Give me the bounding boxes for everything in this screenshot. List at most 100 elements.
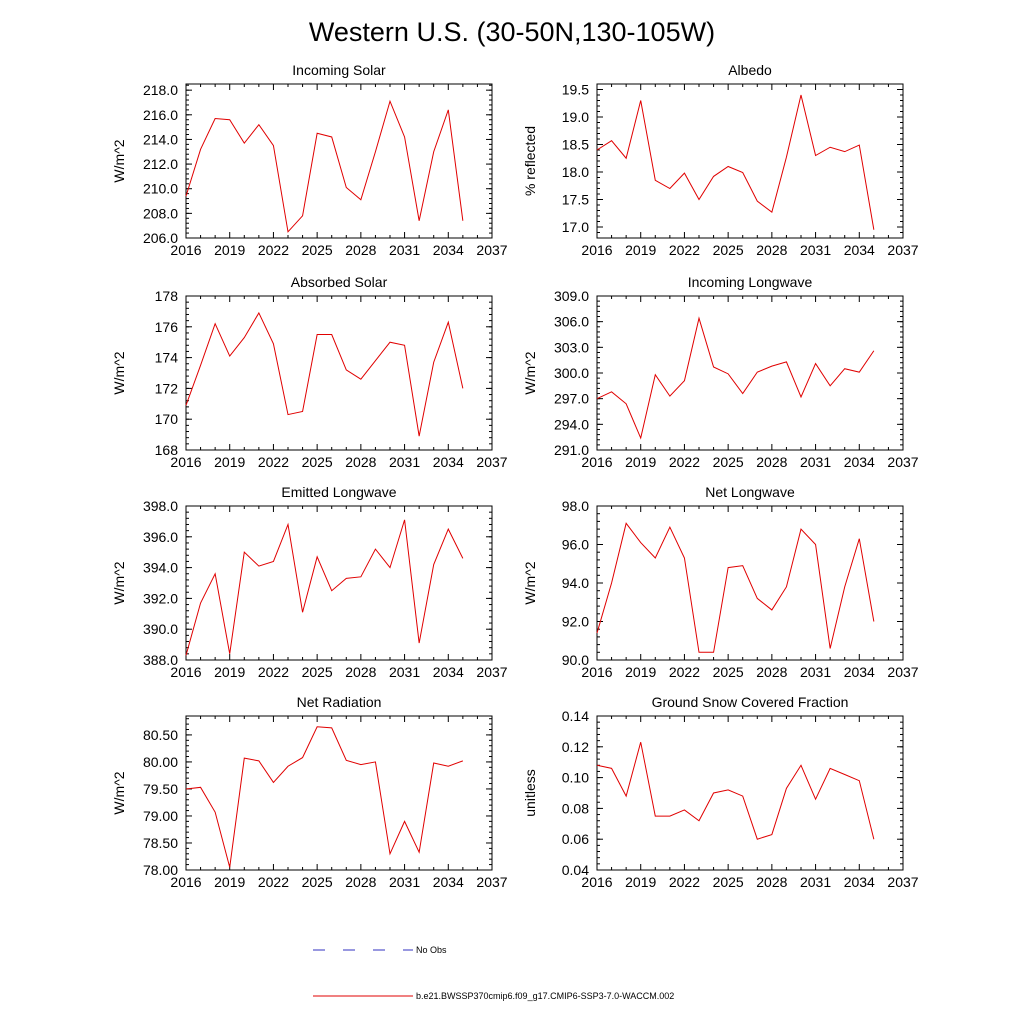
- ground-snow-covered-fraction-x-tick-label: 2019: [625, 874, 656, 890]
- net-radiation-y-axis-label: W/m^2: [111, 771, 127, 814]
- net-radiation-y-tick-label: 80.00: [143, 754, 178, 770]
- panel-ground-snow-covered-fraction: 2016 2019 2022 2025 2028 2031 2034 2037 0.04 0.06…: [522, 694, 919, 890]
- incoming-longwave-x-tick-label: 2034: [844, 454, 875, 470]
- ground-snow-covered-fraction-x-tick-label: 2034: [844, 874, 875, 890]
- emitted-longwave-x-tick-label: 2025: [302, 664, 333, 680]
- albedo-y-tick-label: 17.5: [562, 192, 589, 208]
- incoming-longwave-y-tick-label: 291.0: [554, 442, 589, 458]
- emitted-longwave-plot-frame: [185, 505, 493, 661]
- net-longwave-y-tick-label: 98.0: [562, 498, 589, 514]
- incoming-solar-x-tick-label: 2025: [302, 242, 333, 258]
- incoming-solar-x-tick-label: 2019: [214, 242, 245, 258]
- figure-title: Western U.S. (30-50N,130-105W): [309, 17, 715, 47]
- incoming-solar-y-tick-label: 218.0: [143, 82, 178, 98]
- incoming-longwave-y-tick-label: 303.0: [554, 339, 589, 355]
- incoming-longwave-title: Incoming Longwave: [688, 274, 813, 290]
- panel-grid: 2016 2019 2022 2025 2028 2031 2034 2037 206.0 208…: [111, 62, 919, 890]
- incoming-longwave-x-tick-label: 2019: [625, 454, 656, 470]
- incoming-longwave-x-tick-label: 2037: [887, 454, 918, 470]
- emitted-longwave-y-tick-label: 396.0: [143, 529, 178, 545]
- net-radiation-x-tick-label: 2031: [389, 874, 420, 890]
- absorbed-solar-plot-frame: [185, 295, 493, 451]
- albedo-y-tick-label: 19.5: [562, 82, 589, 98]
- emitted-longwave-series-line: [185, 519, 464, 656]
- absorbed-solar-x-tick-label: 2037: [476, 454, 507, 470]
- net-longwave-x-tick-label: 2031: [800, 664, 831, 680]
- ground-snow-covered-fraction-y-tick-label: 0.12: [562, 739, 589, 755]
- emitted-longwave-y-tick-label: 390.0: [143, 621, 178, 637]
- incoming-longwave-y-tick-label: 294.0: [554, 416, 589, 432]
- absorbed-solar-x-tick-label: 2025: [302, 454, 333, 470]
- incoming-longwave-x-tick-label: 2016: [581, 454, 612, 470]
- incoming-longwave-x-tick-label: 2025: [713, 454, 744, 470]
- albedo-x-tick-label: 2022: [669, 242, 700, 258]
- albedo-y-axis-label: % reflected: [522, 126, 538, 196]
- ground-snow-covered-fraction-plot-frame: [596, 715, 904, 871]
- net-longwave-series-line: [596, 522, 875, 653]
- ground-snow-covered-fraction-series-line: [596, 742, 875, 840]
- absorbed-solar-y-tick-label: 176: [155, 319, 179, 335]
- net-longwave-y-tick-label: 92.0: [562, 614, 589, 630]
- net-radiation-title: Net Radiation: [297, 694, 382, 710]
- absorbed-solar-y-tick-label: 178: [155, 288, 179, 304]
- emitted-longwave-y-tick-label: 394.0: [143, 560, 178, 576]
- panel-albedo: 2016 2019 2022 2025 2028 2031 2034 2037 17.0 17.5…: [522, 62, 919, 258]
- net-longwave-y-axis-label: W/m^2: [522, 561, 538, 604]
- net-longwave-y-tick-label: 94.0: [562, 575, 589, 591]
- net-longwave-x-tick-label: 2037: [887, 664, 918, 680]
- ground-snow-covered-fraction-x-tick-label: 2028: [756, 874, 787, 890]
- ground-snow-covered-fraction-x-tick-label: 2037: [887, 874, 918, 890]
- emitted-longwave-y-tick-label: 398.0: [143, 498, 178, 514]
- legend-no-obs-label: No Obs: [416, 945, 447, 955]
- ground-snow-covered-fraction-y-axis-label: unitless: [522, 769, 538, 816]
- albedo-title: Albedo: [728, 62, 772, 78]
- ground-snow-covered-fraction-y-tick-label: 0.10: [562, 770, 589, 786]
- ground-snow-covered-fraction-title: Ground Snow Covered Fraction: [652, 694, 849, 710]
- ground-snow-covered-fraction-y-tick-label: 0.04: [562, 862, 589, 878]
- net-longwave-y-tick-label: 96.0: [562, 537, 589, 553]
- incoming-solar-plot-frame: [185, 83, 493, 239]
- net-longwave-x-tick-label: 2025: [713, 664, 744, 680]
- absorbed-solar-x-tick-label: 2022: [258, 454, 289, 470]
- incoming-solar-x-tick-label: 2031: [389, 242, 420, 258]
- emitted-longwave-y-tick-label: 388.0: [143, 652, 178, 668]
- net-radiation-y-tick-label: 78.00: [143, 862, 178, 878]
- net-longwave-x-tick-label: 2016: [581, 664, 612, 680]
- emitted-longwave-y-axis-label: W/m^2: [111, 561, 127, 604]
- emitted-longwave-x-tick-label: 2037: [476, 664, 507, 680]
- net-longwave-x-tick-label: 2022: [669, 664, 700, 680]
- net-radiation-y-tick-label: 79.50: [143, 781, 178, 797]
- panel-incoming-longwave: 2016 2019 2022 2025 2028 2031 2034 2037 291.0 294…: [522, 274, 919, 470]
- albedo-x-tick-label: 2031: [800, 242, 831, 258]
- incoming-solar-x-tick-label: 2022: [258, 242, 289, 258]
- ground-snow-covered-fraction-x-tick-label: 2016: [581, 874, 612, 890]
- absorbed-solar-x-tick-label: 2028: [345, 454, 376, 470]
- net-longwave-x-tick-label: 2028: [756, 664, 787, 680]
- absorbed-solar-y-axis-label: W/m^2: [111, 351, 127, 394]
- absorbed-solar-y-tick-label: 172: [155, 380, 179, 396]
- absorbed-solar-series-line: [185, 311, 464, 437]
- albedo-y-tick-label: 19.0: [562, 109, 589, 125]
- emitted-longwave-title: Emitted Longwave: [281, 484, 396, 500]
- panel-absorbed-solar: 2016 2019 2022 2025 2028 2031 2034 2037 168 170 17…: [111, 274, 508, 470]
- absorbed-solar-x-tick-label: 2016: [170, 454, 201, 470]
- incoming-longwave-series-line: [596, 316, 875, 440]
- incoming-longwave-x-tick-label: 2031: [800, 454, 831, 470]
- net-radiation-y-tick-label: 79.00: [143, 808, 178, 824]
- net-radiation-x-tick-label: 2028: [345, 874, 376, 890]
- emitted-longwave-x-tick-label: 2019: [214, 664, 245, 680]
- emitted-longwave-x-tick-label: 2031: [389, 664, 420, 680]
- absorbed-solar-y-tick-label: 174: [155, 350, 179, 366]
- albedo-x-tick-label: 2019: [625, 242, 656, 258]
- incoming-longwave-y-tick-label: 306.0: [554, 314, 589, 330]
- albedo-y-tick-label: 18.5: [562, 137, 589, 153]
- legend: No Obs b.e21.BWSSP370cmip6.f09_g17.CMIP6…: [313, 945, 674, 1001]
- incoming-longwave-y-tick-label: 300.0: [554, 365, 589, 381]
- net-radiation-x-tick-label: 2019: [214, 874, 245, 890]
- panel-emitted-longwave: 2016 2019 2022 2025 2028 2031 2034 2037 388.0 390…: [111, 484, 508, 680]
- net-radiation-series-line: [185, 726, 464, 868]
- ground-snow-covered-fraction-x-tick-label: 2022: [669, 874, 700, 890]
- ground-snow-covered-fraction-x-tick-label: 2031: [800, 874, 831, 890]
